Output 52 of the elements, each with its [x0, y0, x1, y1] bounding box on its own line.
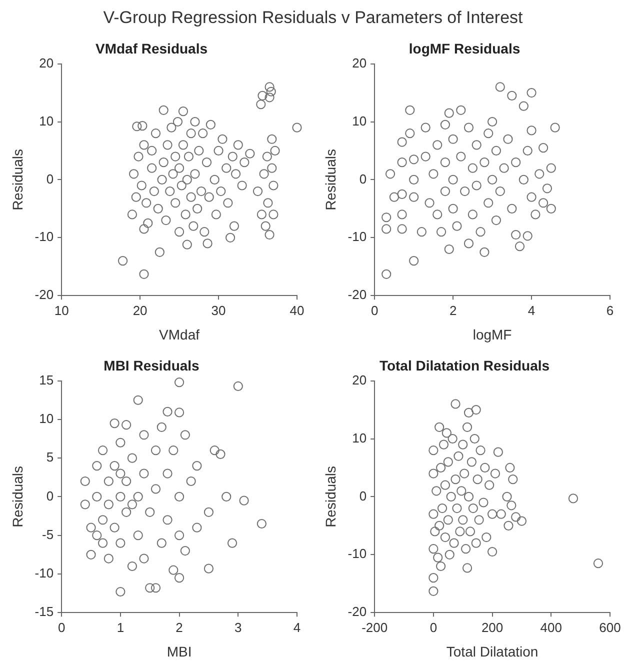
y-tick-label: 5	[46, 450, 54, 465]
x-tick-label: 0	[58, 620, 66, 635]
x-tick-label: 6	[606, 302, 614, 318]
x-tick-label: 600	[599, 620, 621, 635]
y-tick-label: 0	[359, 171, 367, 186]
y-tick-label: -5	[42, 526, 54, 542]
chart-title: VMdaf Residuals	[95, 40, 208, 56]
y-tick-label: 10	[352, 430, 367, 446]
x-tick-label: 200	[481, 620, 504, 635]
x-tick-label: 0	[430, 620, 438, 635]
text: V-Group Regression Residuals v Parameters of Interest	[102, 8, 524, 28]
x-tick-label: 4	[528, 302, 536, 318]
y-tick-label: 10	[39, 113, 54, 128]
chart-title: logMF Residuals	[408, 40, 520, 56]
y-axis-title: Residuals	[322, 466, 338, 528]
y-tick-label: -20	[348, 604, 367, 620]
x-tick-label: -200	[362, 620, 388, 635]
y-tick-label: -10	[34, 566, 54, 581]
chart-title: Total Dilatation Residuals	[379, 357, 550, 374]
x-tick-label: 3	[234, 620, 242, 635]
y-tick-label: -10	[348, 546, 367, 562]
x-tick-label: 0	[370, 302, 378, 318]
y-axis-title: Residuals	[9, 466, 26, 528]
y-tick-label: 20	[352, 372, 367, 388]
y-tick-label: 0	[46, 488, 54, 504]
x-tick-label: 1	[116, 620, 124, 635]
x-tick-label: 20	[132, 302, 148, 318]
x-tick-label: 2	[176, 620, 183, 635]
x-tick-label: 4	[293, 620, 301, 635]
y-tick-label: 15	[39, 372, 54, 388]
x-tick-label: 400	[540, 620, 562, 635]
y-tick-label: 20	[39, 55, 54, 70]
x-tick-label: 40	[290, 302, 304, 318]
y-tick-label: 0	[46, 171, 54, 186]
y-tick-label: -10	[348, 229, 367, 244]
y-tick-label: -10	[34, 229, 54, 244]
y-tick-label: 10	[39, 411, 54, 426]
y-tick-label: -20	[34, 287, 54, 302]
y-tick-label: -20	[348, 287, 367, 302]
x-axis-title: logMF	[472, 326, 512, 342]
x-axis-title: Total Dilatation	[446, 643, 538, 660]
x-axis-title: VMdaf	[159, 326, 200, 342]
y-tick-label: 20	[352, 55, 367, 70]
y-tick-label: 10	[352, 113, 367, 128]
x-tick-label: 30	[211, 302, 226, 318]
y-axis-title: Residuals	[322, 148, 338, 210]
y-axis-title: Residuals	[9, 148, 26, 210]
y-tick-label: -15	[34, 604, 54, 620]
x-axis-title: MBI	[166, 643, 192, 660]
x-tick-label: 2	[449, 302, 457, 318]
y-tick-label: 0	[359, 488, 367, 504]
chart-title: MBI Residuals	[104, 357, 200, 374]
